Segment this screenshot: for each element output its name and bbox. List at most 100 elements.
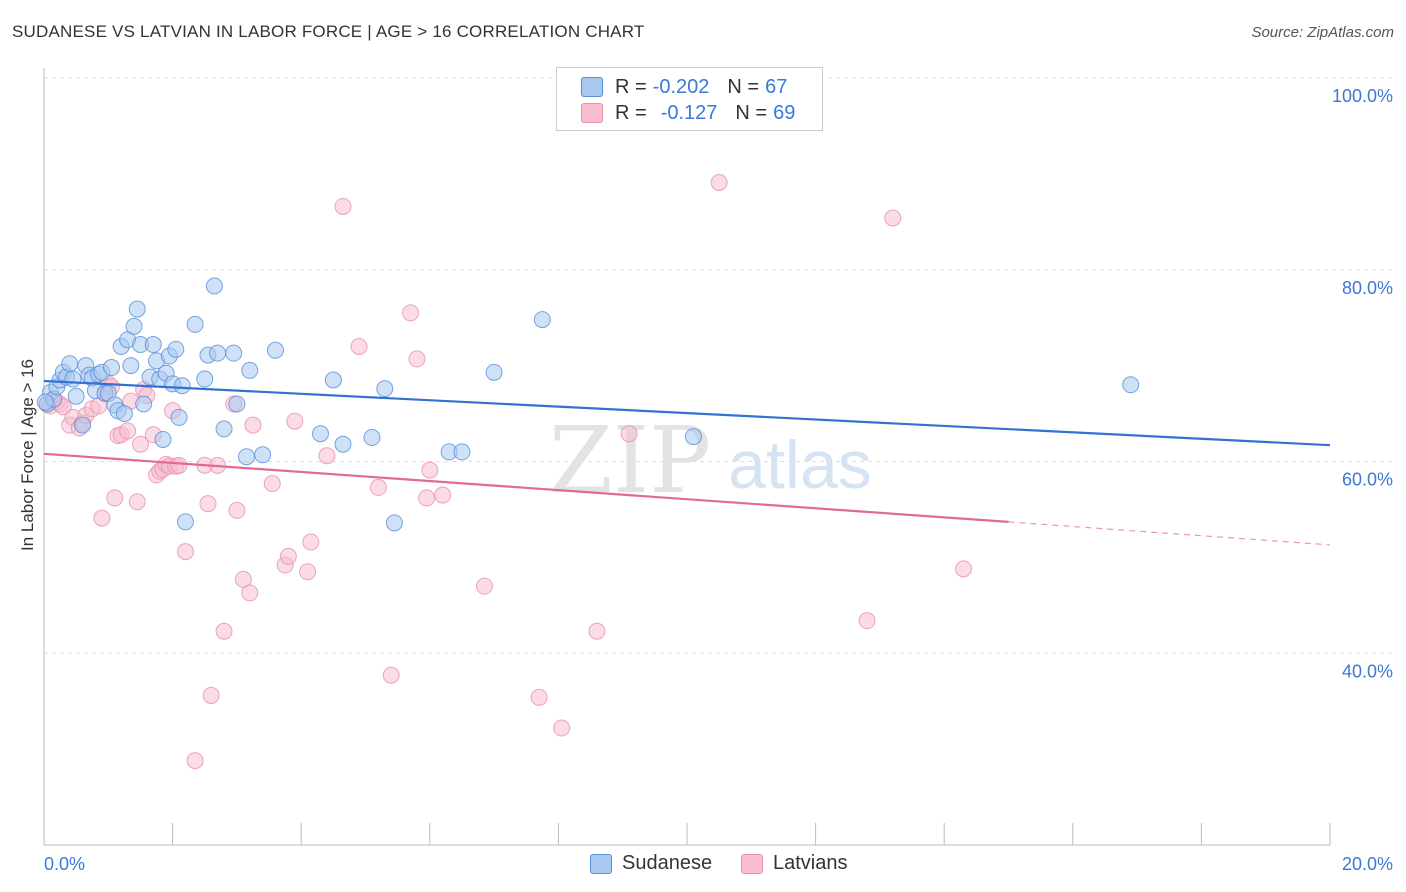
latvian-point <box>128 493 146 511</box>
sudanese-point <box>228 395 246 413</box>
latvian-point <box>202 686 220 704</box>
latvian-point <box>215 622 233 640</box>
latvian-point <box>434 486 452 504</box>
y-tick-label: 40.0% <box>1342 661 1393 681</box>
latvian-point <box>382 666 400 684</box>
tick-labels: 40.0% 60.0% 80.0% 100.0% 0.0% 20.0% <box>44 86 1393 874</box>
bottom-legend-swatch-latvians <box>741 853 763 874</box>
latvian-trend-line-extension <box>1008 521 1331 546</box>
legend-r-label: R = <box>615 75 647 98</box>
latvian-point <box>93 509 111 527</box>
sudanese-point <box>67 387 85 405</box>
legend-n-value: 69 <box>773 101 796 124</box>
sudanese-point <box>122 357 140 375</box>
sudanese-point <box>684 428 702 446</box>
sudanese-point <box>186 315 204 333</box>
latvian-point <box>131 435 149 453</box>
sudanese-point <box>215 420 233 438</box>
latvian-point <box>318 447 336 465</box>
legend-r-value: -0.127 <box>660 101 718 124</box>
latvian-point <box>228 501 246 519</box>
axes <box>43 68 1331 846</box>
y-axis-label: In Labor Force | Age > 16 <box>18 359 37 551</box>
legend-row-latvians: R = -0.127 N = 69 <box>581 102 795 124</box>
latvian-point <box>302 533 320 551</box>
latvian-point <box>334 197 352 215</box>
sudanese-point <box>205 277 223 295</box>
latvian-point <box>369 478 387 496</box>
bottom-legend-swatch-sudanese <box>590 853 612 874</box>
latvian-point <box>620 425 638 443</box>
sudanese-point <box>453 443 471 461</box>
sudanese-point <box>167 340 185 358</box>
latvian-point <box>263 475 281 493</box>
latvian-point <box>350 337 368 355</box>
sudanese-point <box>334 435 352 453</box>
watermark: ZIP atlas <box>549 407 872 514</box>
latvian-point <box>588 622 606 640</box>
latvian-point <box>186 752 204 770</box>
latvian-point <box>176 543 194 561</box>
bottom-legend-sudanese: Sudanese <box>590 852 712 875</box>
sudanese-point <box>154 430 172 448</box>
legend-row-sudanese: R = -0.202 N = 67 <box>581 76 787 98</box>
sudanese-point <box>266 341 284 359</box>
latvian-point <box>119 422 137 440</box>
sudanese-point <box>170 408 188 426</box>
latvian-point <box>553 719 571 737</box>
latvian-point <box>170 456 188 474</box>
latvian-point <box>279 547 297 565</box>
sudanese-point <box>311 425 329 443</box>
sudanese-point <box>225 344 243 362</box>
latvian-trend-line <box>43 452 1009 523</box>
legend-n-value: 67 <box>765 75 788 98</box>
sudanese-trend-line <box>43 379 1331 447</box>
sudanese-point <box>376 380 394 398</box>
latvian-point <box>402 304 420 322</box>
sudanese-point <box>64 370 82 388</box>
legend-box: R = -0.202 N = 67 R = -0.127 N = 69 <box>556 67 823 131</box>
sudanese-point <box>533 311 551 329</box>
y-tick-label: 60.0% <box>1342 470 1393 490</box>
latvian-point <box>884 209 902 227</box>
sudanese-point <box>125 317 143 335</box>
x-tick-label: 0.0% <box>44 854 85 874</box>
bottom-legend-label-latvians: Latvians <box>773 852 848 874</box>
sudanese-point <box>363 429 381 447</box>
latvian-point <box>954 560 972 578</box>
source-label: Source: ZipAtlas.com <box>1251 24 1394 41</box>
sudanese-point <box>128 300 146 318</box>
x-tick-label: 20.0% <box>1342 854 1393 874</box>
legend-r-label: R = <box>615 101 647 124</box>
watermark-zip: ZIP <box>549 407 711 514</box>
watermark-atlas: atlas <box>728 427 872 503</box>
latvian-point <box>106 489 124 507</box>
sudanese-point <box>324 371 342 389</box>
latvian-point <box>710 174 728 192</box>
sudanese-point <box>135 395 153 413</box>
legend-swatch-latvians <box>581 103 603 123</box>
sudanese-point <box>144 336 162 354</box>
sudanese-point <box>238 448 256 466</box>
legend-swatch-sudanese <box>581 77 603 97</box>
legend-r-value: -0.202 <box>652 75 710 98</box>
latvian-point <box>299 563 317 581</box>
latvian-point <box>858 612 876 630</box>
sudanese-point <box>241 361 259 379</box>
latvian-point <box>418 489 436 507</box>
y-tick-label: 100.0% <box>1332 86 1393 106</box>
y-tick-label: 80.0% <box>1342 278 1393 298</box>
sudanese-point <box>61 355 79 373</box>
sudanese-point <box>173 377 191 395</box>
latvian-point <box>408 350 426 368</box>
legend-n-label: N = <box>727 75 760 98</box>
sudanese-point <box>209 344 227 362</box>
sudanese-point <box>485 363 503 381</box>
sudanese-point <box>254 446 272 464</box>
legend-n-label: N = <box>735 101 768 124</box>
latvian-point <box>241 584 259 602</box>
latvian-point <box>530 688 548 706</box>
bottom-legend-label-sudanese: Sudanese <box>622 852 713 874</box>
latvian-point <box>199 495 217 513</box>
